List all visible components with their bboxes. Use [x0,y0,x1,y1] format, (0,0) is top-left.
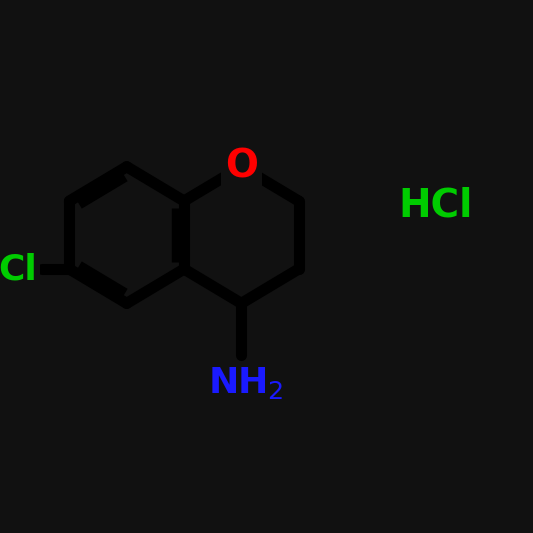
Text: Cl: Cl [0,252,37,286]
Text: NH$_2$: NH$_2$ [208,365,283,401]
Text: HCl: HCl [399,186,473,224]
Text: O: O [225,148,258,185]
